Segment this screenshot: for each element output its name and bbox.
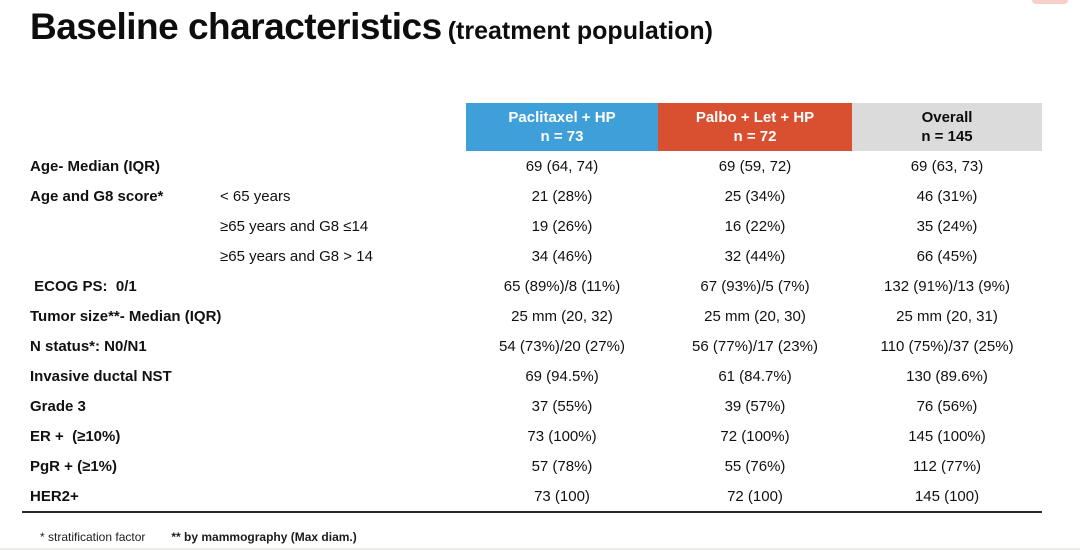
page-title: Baseline characteristics (treatment popul… — [30, 6, 713, 48]
cell-value: 25 mm (20, 30) — [704, 307, 806, 325]
cell-value: 69 (63, 73) — [910, 157, 984, 175]
row-sublabel: ≥65 years and G8 ≤14 — [220, 217, 369, 235]
table-row-g8-gt14: ≥65 years and G8 > 14 34 (46%) 32 (44%) … — [22, 241, 1042, 271]
baseline-characteristics-table: Paclitaxel + HP n = 73 Palbo + Let + HP … — [22, 103, 1042, 513]
row-label: ER + (≥10%) — [30, 427, 121, 445]
cell-value: 25 mm (20, 32) — [511, 307, 613, 325]
cell-value: 56 (77%)/17 (23%) — [692, 337, 818, 355]
row-sublabel — [218, 421, 466, 451]
cell-value: 25 mm (20, 31) — [896, 307, 998, 325]
cell-value: 32 (44%) — [724, 247, 786, 265]
table-row-n-status: N status*: N0/N1 54 (73%)/20 (27%) 56 (7… — [22, 331, 1042, 361]
column-n: n = 145 — [921, 128, 973, 145]
cell-value: 39 (57%) — [724, 397, 786, 415]
slide-bottom-edge — [0, 548, 1080, 550]
table-row-age-median: Age- Median (IQR) 69 (64, 74) 69 (59, 72… — [22, 151, 1042, 181]
table-row-g8-le14: ≥65 years and G8 ≤14 19 (26%) 16 (22%) 3… — [22, 211, 1042, 241]
cell-value: 69 (59, 72) — [718, 157, 792, 175]
table-header-row: Paclitaxel + HP n = 73 Palbo + Let + HP … — [22, 103, 1042, 151]
cell-value: 65 (89%)/8 (11%) — [503, 277, 621, 295]
column-title: Paclitaxel + HP — [508, 109, 616, 126]
cell-value: 35 (24%) — [916, 217, 978, 235]
row-label: Tumor size**- Median (IQR) — [30, 307, 222, 325]
table-row-tumor-size: Tumor size**- Median (IQR) 25 mm (20, 32… — [22, 301, 1042, 331]
column-header-overall: Overall n = 145 — [852, 103, 1042, 151]
cell-value: 69 (94.5%) — [525, 367, 599, 385]
cell-value: 110 (75%)/37 (25%) — [880, 337, 1014, 355]
cell-value: 145 (100) — [914, 487, 980, 505]
cell-value: 72 (100) — [727, 487, 783, 505]
row-label: ECOG PS: 0/1 — [30, 277, 137, 295]
footnote-stratification: * stratification factor — [40, 530, 146, 544]
cell-value: 76 (56%) — [916, 397, 978, 415]
row-label: N status*: N0/N1 — [30, 337, 147, 355]
column-header-palbo: Palbo + Let + HP n = 72 — [658, 103, 852, 151]
cell-value: 37 (55%) — [531, 397, 593, 415]
row-sublabel — [218, 391, 466, 421]
cell-value: 55 (76%) — [724, 457, 786, 475]
footnotes: * stratification factor ** by mammograph… — [40, 530, 357, 544]
cell-value: 132 (91%)/13 (9%) — [884, 277, 1010, 295]
table-row-her2: HER2+ 73 (100) 72 (100) 145 (100) — [22, 481, 1042, 511]
cell-value: 61 (84.7%) — [718, 367, 792, 385]
column-n: n = 73 — [540, 128, 584, 145]
cell-value: 145 (100%) — [908, 427, 986, 445]
corner-artifact — [1032, 0, 1068, 4]
row-sublabel — [218, 301, 466, 331]
row-label: Invasive ductal NST — [30, 367, 172, 385]
cell-value: 34 (46%) — [531, 247, 593, 265]
table-row-ecog: ECOG PS: 0/1 65 (89%)/8 (11%) 67 (93%)/5… — [22, 271, 1042, 301]
cell-value: 67 (93%)/5 (7%) — [700, 277, 810, 295]
cell-value: 46 (31%) — [916, 187, 978, 205]
column-n: n = 72 — [733, 128, 777, 145]
header-spacer-label — [22, 103, 218, 151]
row-label — [22, 241, 218, 271]
row-sublabel — [218, 361, 466, 391]
cell-value: 112 (77%) — [912, 457, 982, 475]
row-sublabel — [218, 151, 466, 181]
row-label: HER2+ — [30, 487, 79, 505]
header-spacer-sublabel — [218, 103, 466, 151]
row-label — [22, 211, 218, 241]
table-row-er: ER + (≥10%) 73 (100%) 72 (100%) 145 (100… — [22, 421, 1042, 451]
row-label: Age and G8 score* — [30, 187, 164, 205]
footnote-mammography: ** by mammography (Max diam.) — [171, 530, 357, 544]
row-label: Grade 3 — [30, 397, 86, 415]
row-sublabel — [218, 331, 466, 361]
table-body: Age- Median (IQR) 69 (64, 74) 69 (59, 72… — [22, 151, 1042, 513]
cell-value: 19 (26%) — [531, 217, 593, 235]
cell-value: 25 (34%) — [724, 187, 786, 205]
cell-value: 21 (28%) — [531, 187, 593, 205]
cell-value: 73 (100) — [534, 487, 590, 505]
column-header-paclitaxel: Paclitaxel + HP n = 73 — [466, 103, 658, 151]
table-row-invasive-ductal: Invasive ductal NST 69 (94.5%) 61 (84.7%… — [22, 361, 1042, 391]
table-row-grade3: Grade 3 37 (55%) 39 (57%) 76 (56%) — [22, 391, 1042, 421]
column-title: Overall — [921, 109, 973, 126]
column-title: Palbo + Let + HP — [695, 109, 815, 126]
cell-value: 73 (100%) — [527, 427, 597, 445]
table-row-pgr: PgR + (≥1%) 57 (78%) 55 (76%) 112 (77%) — [22, 451, 1042, 481]
cell-value: 16 (22%) — [724, 217, 786, 235]
row-sublabel — [218, 271, 466, 301]
cell-value: 66 (45%) — [916, 247, 978, 265]
row-sublabel — [218, 481, 466, 511]
title-suffix: (treatment population) — [447, 17, 713, 45]
row-sublabel — [218, 451, 466, 481]
cell-value: 57 (78%) — [531, 457, 593, 475]
cell-value: 130 (89.6%) — [906, 367, 988, 385]
table-row-g8-under65: Age and G8 score* < 65 years 21 (28%) 25… — [22, 181, 1042, 211]
row-sublabel: < 65 years — [220, 187, 291, 205]
cell-value: 54 (73%)/20 (27%) — [499, 337, 625, 355]
cell-value: 69 (64, 74) — [525, 157, 599, 175]
title-main: Baseline characteristics — [30, 6, 442, 47]
row-sublabel: ≥65 years and G8 > 14 — [220, 247, 373, 265]
cell-value: 72 (100%) — [720, 427, 790, 445]
row-label: PgR + (≥1%) — [30, 457, 117, 475]
row-label: Age- Median (IQR) — [30, 157, 160, 175]
